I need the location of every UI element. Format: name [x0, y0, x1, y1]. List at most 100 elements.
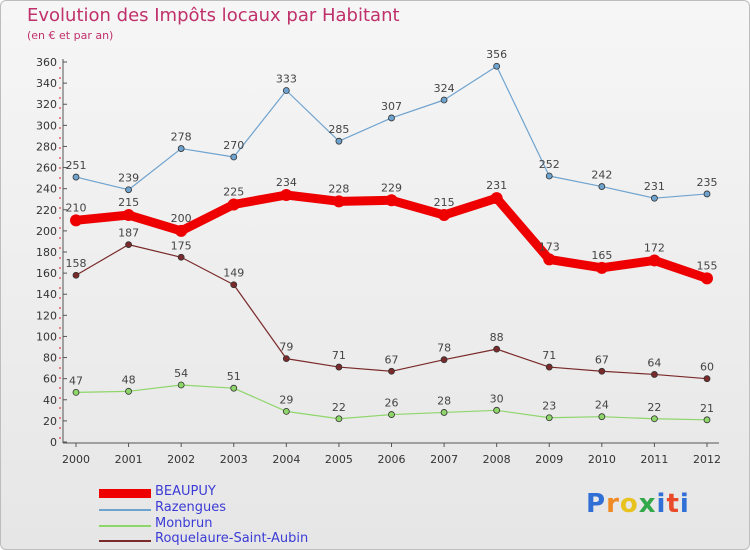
data-point-monbrun	[493, 406, 501, 414]
data-point-roquelaure-saint-aubin	[493, 345, 501, 353]
data-point-razengues	[72, 173, 80, 181]
data-label-roquelaure-saint-aubin: 149	[223, 267, 244, 280]
data-label-razengues: 242	[591, 169, 612, 182]
data-point-roquelaure-saint-aubin	[335, 363, 343, 371]
y-tick-label: 280	[36, 140, 57, 153]
data-label-razengues: 278	[171, 131, 192, 144]
data-label-beaupuy: 215	[118, 196, 139, 209]
y-tick-label: 0	[50, 436, 57, 449]
data-point-beaupuy	[227, 198, 240, 211]
data-label-roquelaure-saint-aubin: 78	[437, 342, 451, 355]
data-label-roquelaure-saint-aubin: 158	[66, 257, 87, 270]
data-point-roquelaure-saint-aubin	[651, 371, 658, 378]
data-label-monbrun: 51	[227, 370, 241, 383]
data-label-monbrun: 28	[437, 394, 451, 407]
data-label-razengues: 239	[118, 172, 139, 185]
data-point-beaupuy	[280, 189, 293, 201]
x-tick-label: 2000	[62, 453, 90, 466]
data-label-monbrun: 47	[69, 374, 83, 387]
data-label-roquelaure-saint-aubin: 60	[700, 361, 714, 374]
y-tick-label: 240	[36, 183, 57, 196]
data-label-razengues: 307	[381, 100, 402, 113]
data-point-roquelaure-saint-aubin	[230, 281, 238, 289]
legend-swatch	[99, 489, 151, 498]
x-tick-label: 2001	[115, 453, 143, 466]
chart-title: Evolution des Impôts locaux par Habitant	[27, 5, 400, 26]
x-tick-label: 2003	[220, 453, 248, 466]
legend-label: BEAUPUY	[155, 484, 216, 499]
data-point-beaupuy	[438, 209, 451, 222]
legend-label: Razengues	[155, 500, 227, 515]
data-label-monbrun: 23	[542, 400, 556, 413]
logo-letter: t	[666, 489, 680, 519]
legend-swatch	[99, 525, 151, 527]
y-tick-label: 20	[43, 415, 57, 428]
data-label-beaupuy: 200	[171, 212, 192, 225]
data-label-monbrun: 22	[332, 401, 346, 414]
data-point-beaupuy	[543, 253, 556, 266]
data-label-roquelaure-saint-aubin: 67	[385, 353, 399, 366]
data-point-monbrun	[335, 415, 343, 423]
data-label-roquelaure-saint-aubin: 175	[171, 239, 192, 252]
data-point-roquelaure-saint-aubin	[125, 241, 132, 249]
data-point-razengues	[335, 137, 343, 145]
data-label-razengues: 251	[66, 159, 87, 172]
data-point-monbrun	[703, 416, 711, 424]
legend-swatch	[99, 540, 151, 542]
logo-letter: x	[638, 489, 657, 519]
y-tick-label: 140	[36, 288, 57, 301]
data-label-razengues: 235	[697, 176, 718, 189]
data-point-monbrun	[651, 415, 658, 423]
y-tick-label: 300	[36, 119, 57, 132]
series-line-beaupuy	[71, 190, 712, 283]
y-tick-label: 160	[36, 267, 57, 280]
data-label-beaupuy: 234	[276, 176, 297, 189]
x-tick-label: 2004	[272, 453, 300, 466]
logo-letter: o	[619, 489, 639, 519]
data-point-razengues	[651, 194, 658, 202]
data-point-razengues	[598, 183, 606, 190]
data-label-beaupuy: 165	[591, 249, 612, 262]
data-label-beaupuy: 231	[486, 179, 507, 192]
data-label-razengues: 324	[434, 82, 455, 95]
logo-letter: i	[679, 489, 690, 519]
data-label-razengues: 231	[644, 180, 665, 193]
data-point-monbrun	[440, 409, 448, 416]
data-point-beaupuy	[648, 254, 661, 267]
data-point-beaupuy	[175, 224, 188, 237]
data-label-monbrun: 54	[174, 367, 188, 380]
data-point-razengues	[230, 153, 238, 161]
data-label-razengues: 333	[276, 73, 297, 86]
data-point-roquelaure-saint-aubin	[703, 375, 711, 383]
data-label-beaupuy: 215	[434, 196, 455, 209]
data-label-monbrun: 48	[122, 373, 136, 386]
data-point-roquelaure-saint-aubin	[598, 367, 606, 375]
data-point-razengues	[545, 172, 553, 180]
data-label-razengues: 356	[486, 48, 507, 61]
data-label-beaupuy: 173	[539, 240, 560, 253]
logo-letter: i	[656, 489, 667, 519]
data-point-razengues	[388, 114, 395, 122]
data-label-beaupuy: 229	[381, 181, 402, 194]
x-tick-label: 2002	[167, 453, 195, 466]
data-label-monbrun: 24	[595, 399, 609, 412]
x-tick-label: 2005	[325, 453, 353, 466]
data-point-beaupuy	[595, 261, 608, 274]
proxiti-logo: Proxiti	[586, 489, 690, 519]
data-label-roquelaure-saint-aubin: 79	[279, 341, 293, 354]
data-label-monbrun: 22	[647, 401, 661, 414]
logo-letter: r	[606, 489, 620, 519]
data-label-monbrun: 21	[700, 402, 714, 415]
data-label-beaupuy: 172	[644, 241, 665, 254]
data-label-razengues: 285	[328, 123, 349, 136]
y-tick-label: 120	[36, 309, 57, 322]
y-tick-label: 340	[36, 77, 57, 90]
y-tick-label: 360	[36, 56, 57, 69]
data-point-razengues	[282, 87, 290, 94]
data-label-razengues: 270	[223, 139, 244, 152]
data-point-monbrun	[598, 413, 606, 421]
data-point-roquelaure-saint-aubin	[440, 356, 448, 364]
y-tick-label: 260	[36, 162, 57, 175]
